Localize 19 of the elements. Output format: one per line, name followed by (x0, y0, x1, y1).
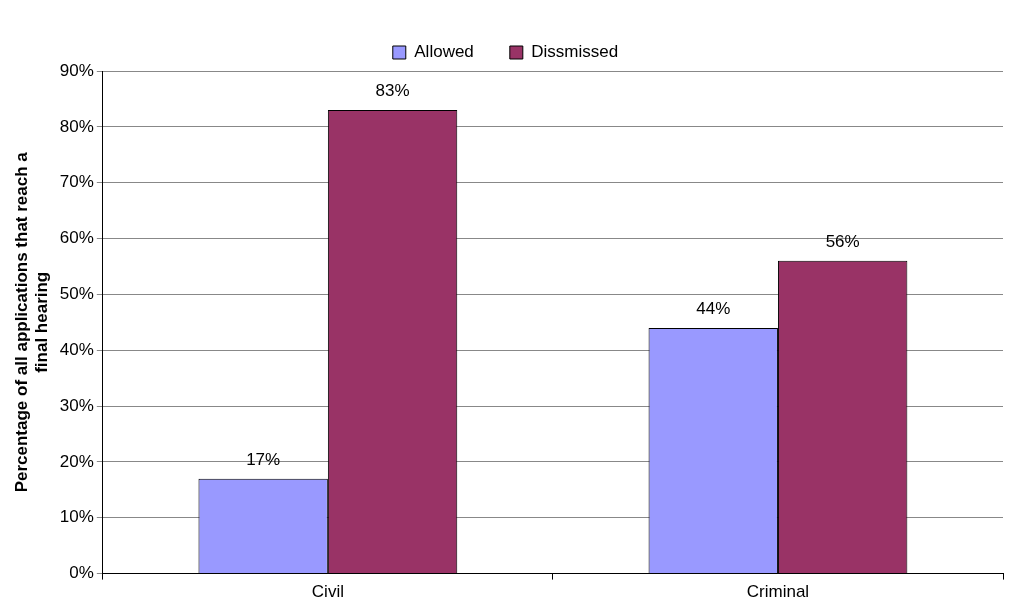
legend-label: Allowed (414, 42, 474, 62)
x-tick-label: Civil (311, 582, 344, 602)
data-label: 44% (696, 299, 731, 319)
data-label: 83% (375, 81, 410, 101)
x-tick-label: Criminal (746, 582, 810, 602)
y-tick-label: 60% (59, 228, 94, 248)
y-tick-label: 50% (59, 284, 94, 304)
y-tick-label: 70% (59, 172, 94, 192)
data-label: 56% (825, 232, 860, 252)
y-tick-label: 40% (59, 339, 94, 359)
y-tick-label: 10% (59, 507, 94, 527)
y-tick-label: 80% (59, 116, 94, 136)
y-tick-label: 30% (59, 395, 94, 415)
y-tick-label: 0% (69, 563, 94, 583)
y-tick-label: 90% (59, 60, 94, 80)
y-tick-label: 20% (59, 451, 94, 471)
legend-label: Dissmissed (531, 42, 619, 62)
data-label: 17% (246, 449, 281, 469)
y-axis-title: Percentage of all applications that reach a final hearing (11, 151, 52, 493)
